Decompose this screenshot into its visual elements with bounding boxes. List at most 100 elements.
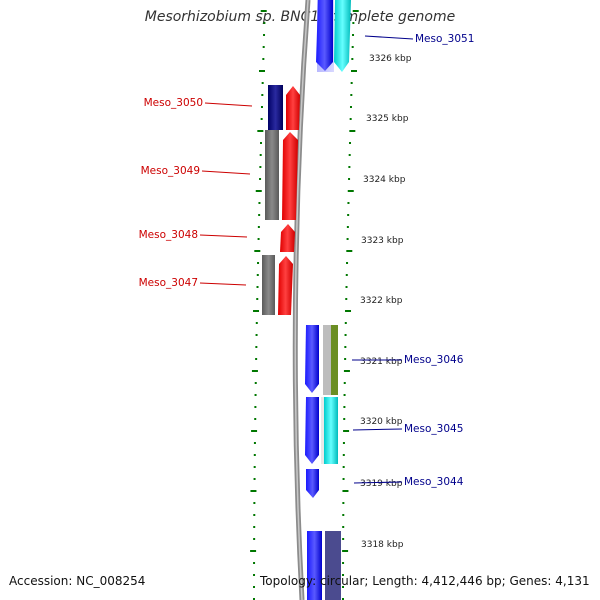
ruler-tick [254, 406, 257, 408]
leader-meso-3051 [364, 35, 414, 40]
gene-bottom-slate [325, 531, 341, 600]
ruler-tick [346, 262, 349, 264]
ruler-tick [342, 574, 345, 576]
ruler-tick [257, 130, 264, 132]
ruler-tick [253, 514, 256, 516]
ruler-tick [258, 202, 261, 204]
ruler-tick [349, 118, 352, 120]
ruler-tick [350, 94, 353, 96]
ruler-tick [344, 346, 347, 348]
ruler-tick [342, 454, 345, 456]
gene-bottom-blue [307, 531, 322, 600]
ruler-tick [254, 394, 257, 396]
ruler-tick [253, 502, 256, 504]
ruler-tick [349, 106, 352, 108]
scale-label: 3325 kbp [366, 114, 409, 124]
ruler-tick [346, 250, 353, 252]
ruler-tick [257, 226, 260, 228]
ruler-tick [342, 466, 345, 468]
ruler-tick [253, 538, 256, 540]
ruler-tick [263, 22, 266, 24]
ruler-tick [250, 550, 257, 552]
scale-label: 3322 kbp [360, 296, 403, 306]
leader-meso-3049 [201, 170, 251, 175]
ruler-tick [253, 442, 256, 444]
gene-meso-3050-red [286, 86, 300, 130]
ruler-tick [350, 82, 353, 84]
map-title: Mesorhizobium sp. BNC1, complete genome [144, 9, 456, 25]
ruler-tick [346, 226, 349, 228]
gene-label-meso-3046: Meso_3046 [404, 354, 464, 366]
ruler-tick [253, 466, 256, 468]
ruler-tick [257, 262, 260, 264]
ruler-tick [349, 130, 356, 132]
ruler-tick [251, 370, 258, 372]
ruler-tick [253, 598, 256, 600]
ruler-tick [254, 418, 257, 420]
ruler-tick [343, 418, 346, 420]
gene-meso-3046-blue [305, 325, 319, 393]
ruler-tick [250, 490, 257, 492]
gene-meso-3044-blue [306, 469, 319, 498]
topology-text: Topology: circular; Length: 4,412,446 bp… [260, 574, 590, 588]
gene-meso-3047-gray [262, 255, 275, 315]
gene-meso-3049-gray [265, 130, 279, 220]
ruler-tick [342, 442, 345, 444]
ruler-tick [351, 58, 354, 60]
ruler-tick [260, 10, 267, 12]
ruler-tick [343, 382, 346, 384]
ruler-tick [255, 346, 258, 348]
genome-backbone-highlight [294, 0, 309, 600]
ruler-tick [259, 178, 262, 180]
ruler-tick [348, 178, 351, 180]
ruler-tick [349, 142, 352, 144]
ruler-tick [258, 70, 265, 72]
ruler-tick [260, 142, 263, 144]
gene-meso-3046-olive [331, 325, 338, 395]
ruler-tick [342, 598, 345, 600]
ruler-tick [251, 430, 258, 432]
leader-meso-3048 [199, 234, 248, 238]
ruler-tick [351, 46, 354, 48]
gene-label-meso-3047: Meso_3047 [139, 277, 198, 289]
ruler-tick [342, 502, 345, 504]
ruler-tick [253, 562, 256, 564]
gene-meso-3050-navy [268, 85, 283, 130]
ruler-tick [253, 526, 256, 528]
ruler-tick [342, 526, 345, 528]
ruler-tick [254, 382, 257, 384]
gene-label-meso-3044: Meso_3044 [404, 476, 464, 488]
gene-meso-3048-red [280, 224, 295, 252]
ruler-tick [350, 70, 357, 72]
ruler-tick [259, 154, 262, 156]
ruler-tick [343, 370, 350, 372]
ruler-tick [348, 166, 351, 168]
scale-labels: 3326 kbp 3325 kbp 3324 kbp 3323 kbp 3322… [360, 54, 412, 550]
ruler-tick [255, 190, 262, 192]
gene-label-meso-3050: Meso_3050 [144, 97, 203, 109]
ruler-tick [254, 250, 261, 252]
gene-meso-3047-red [278, 256, 293, 315]
ruler-tick [347, 190, 354, 192]
gene-meso-3051-blue [316, 0, 333, 71]
ruler-tick [256, 274, 259, 276]
ruler-tick [345, 310, 352, 312]
gene-meso-3049-red [282, 132, 298, 220]
gene-meso-3045-cyan [324, 397, 338, 464]
ruler-tick [344, 358, 347, 360]
ruler-tick [260, 118, 263, 120]
ruler-tick [345, 298, 348, 300]
ruler-tick [342, 514, 345, 516]
ruler-tick [342, 562, 345, 564]
ruler-tick [259, 166, 262, 168]
ruler-tick [344, 334, 347, 336]
ruler-tick [342, 586, 345, 588]
ruler-tick [345, 286, 348, 288]
ruler-tick [256, 298, 259, 300]
ruler-tick [342, 490, 349, 492]
ruler-tick [343, 430, 350, 432]
gene-meso-3046-lightgray [323, 325, 331, 395]
leader-meso-3044 [353, 481, 403, 484]
scale-label: 3324 kbp [363, 175, 406, 185]
ruler-tick [344, 322, 347, 324]
